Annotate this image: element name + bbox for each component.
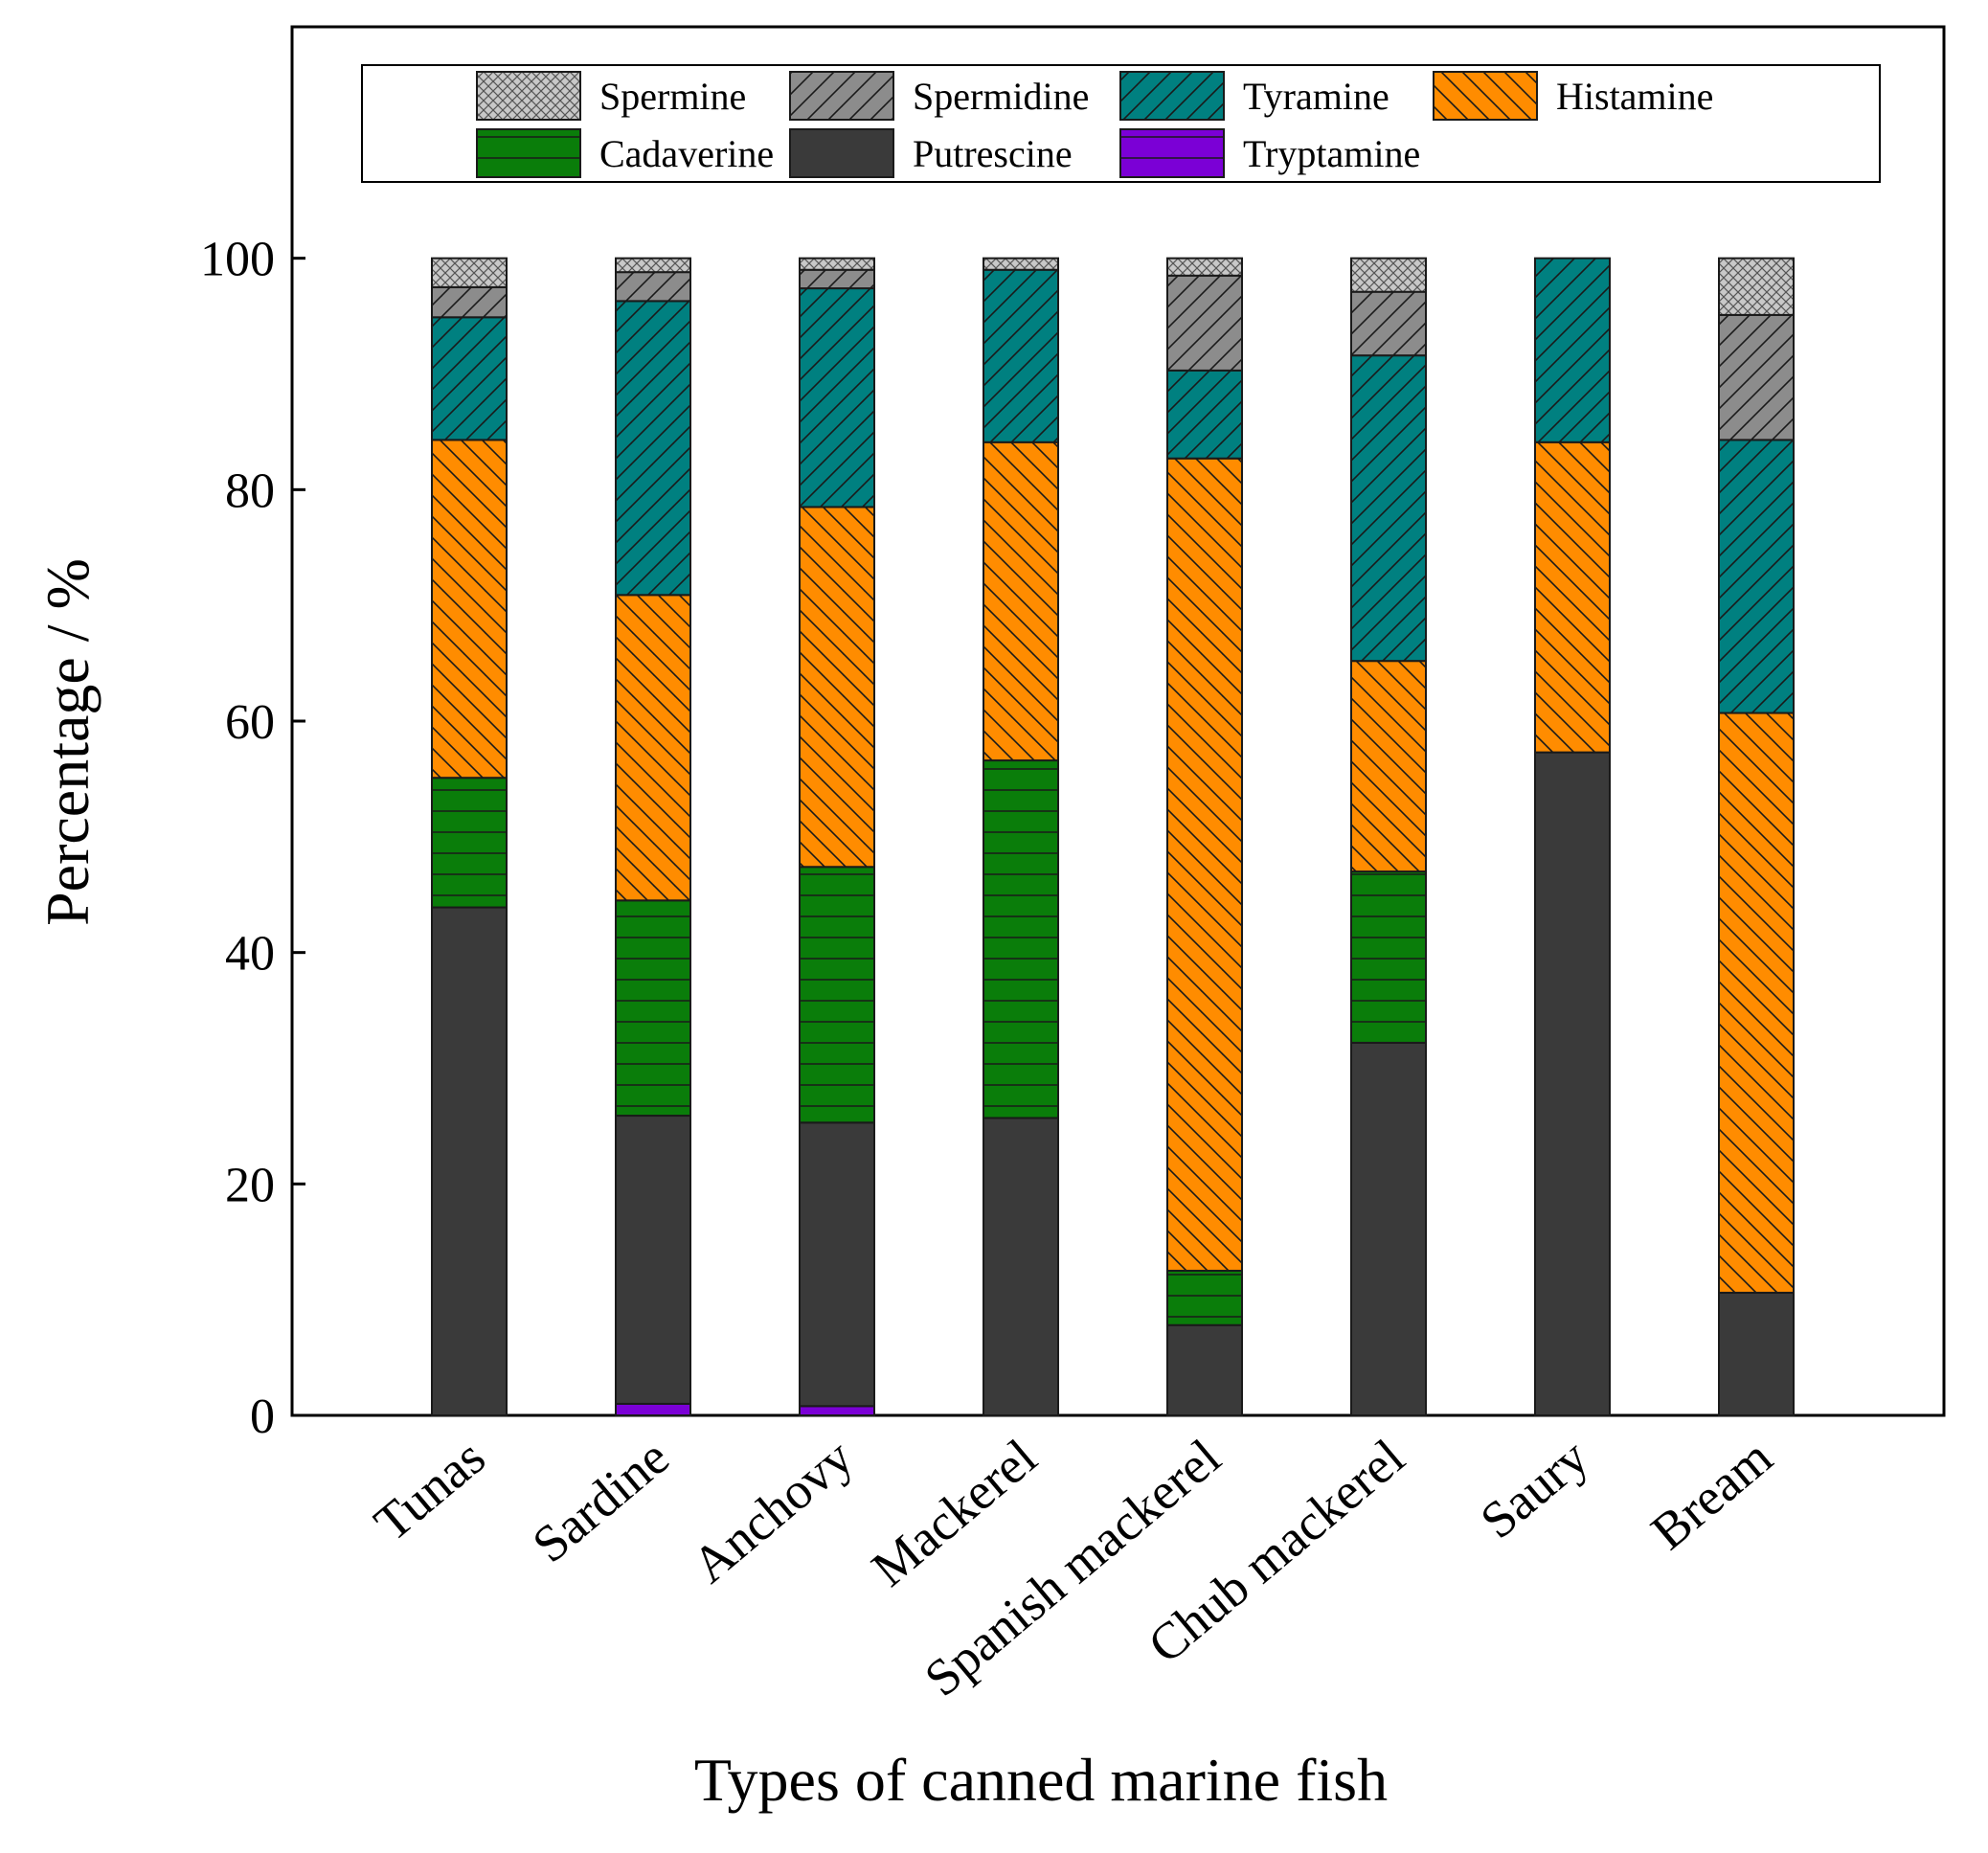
x-tick-label: Saury [1470,1428,1599,1549]
x-tick-label: Mackerel [861,1428,1048,1597]
bar-chub-mackerel-cadaverine [1350,870,1427,1044]
bar-bream-spermidine [1718,313,1795,441]
legend-label-tryptamine: Tryptamine [1243,132,1420,175]
bar-anchovy-cadaverine [799,866,875,1124]
bar-bream-tyramine [1718,439,1795,714]
bar-bream-histamine [1718,712,1795,1294]
legend-swatch-tyramine [1119,71,1225,121]
bar-anchovy-histamine [799,506,875,869]
bar-anchovy-spermidine [799,268,875,290]
x-tick-label: Tunas [364,1428,496,1552]
bar-chub-mackerel-spermidine [1350,290,1427,357]
bar-sardine-putrescine [615,1115,691,1405]
bar-saury-putrescine [1534,751,1611,1416]
bar-spanish-mackerel-tyramine [1166,369,1243,460]
legend-swatch-cadaverine [476,128,581,178]
bar-chub-mackerel-putrescine [1350,1041,1427,1416]
bar-chub-mackerel-tyramine [1350,354,1427,663]
bar-mackerel-tyramine [983,268,1059,443]
bar-tunas-spermine [431,257,508,288]
legend-swatch-spermine [476,71,581,121]
y-axis-label: Percentage / % [34,558,102,926]
legend-label-spermidine: Spermidine [913,75,1089,118]
bar-spanish-mackerel-putrescine [1166,1323,1243,1416]
legend-label-cadaverine: Cadaverine [599,132,774,175]
bar-tunas-spermidine [431,285,508,319]
bar-tunas-histamine [431,439,508,780]
y-tick-label: 20 [225,1158,275,1212]
bar-anchovy-putrescine [799,1121,875,1408]
bar-saury-histamine [1534,441,1611,754]
bar-spanish-mackerel-histamine [1166,457,1243,1272]
bar-anchovy-tyramine [799,287,875,508]
bar-mackerel-cadaverine [983,759,1059,1119]
bar-bream-putrescine [1718,1291,1795,1416]
bar-sardine-tyramine [615,300,691,597]
bar-mackerel-histamine [983,441,1059,762]
legend-swatch-histamine [1433,71,1538,121]
y-tick-label: 40 [225,927,275,982]
bar-mackerel-putrescine [983,1117,1059,1417]
bar-chub-mackerel-spermine [1350,257,1427,293]
legend-swatch-putrescine [789,128,894,178]
bar-sardine-tryptamine [615,1402,691,1416]
x-tick-label: Anchovy [681,1428,863,1593]
bar-tunas-putrescine [431,906,508,1416]
bar-spanish-mackerel-spermidine [1166,274,1243,372]
bar-sardine-histamine [615,594,691,902]
legend-swatch-spermidine [789,71,894,121]
bar-spanish-mackerel-cadaverine [1166,1269,1243,1326]
x-tick-label: Sardine [522,1428,680,1573]
bar-tunas-tyramine [431,316,508,441]
bar-anchovy-spermine [799,257,875,271]
bar-chub-mackerel-histamine [1350,660,1427,873]
bar-bream-spermine [1718,257,1795,316]
y-tick-label: 80 [225,463,275,518]
bar-mackerel-spermine [983,257,1059,271]
legend: Spermine Spermidine Tyramine Histamine Cadav… [361,64,1881,183]
bar-sardine-cadaverine [615,899,691,1118]
bar-sardine-spermidine [615,271,691,303]
y-tick-label: 0 [250,1390,275,1444]
bar-saury-tyramine [1534,257,1611,443]
bar-spanish-mackerel-spermine [1166,257,1243,277]
x-axis-label: Types of canned marine fish [694,1746,1388,1814]
bar-sardine-spermine [615,257,691,274]
bar-tunas-cadaverine [431,777,508,909]
legend-label-histamine: Histamine [1556,75,1713,118]
bar-anchovy-tryptamine [799,1405,875,1417]
plot-frame [290,25,1946,1417]
legend-label-putrescine: Putrescine [913,132,1073,175]
legend-label-spermine: Spermine [599,75,746,118]
y-tick-label: 60 [225,695,275,750]
y-tick-label: 100 [200,233,275,287]
x-tick-label: Bream [1640,1428,1783,1560]
legend-label-tyramine: Tyramine [1243,75,1389,118]
legend-swatch-tryptamine [1119,128,1225,178]
